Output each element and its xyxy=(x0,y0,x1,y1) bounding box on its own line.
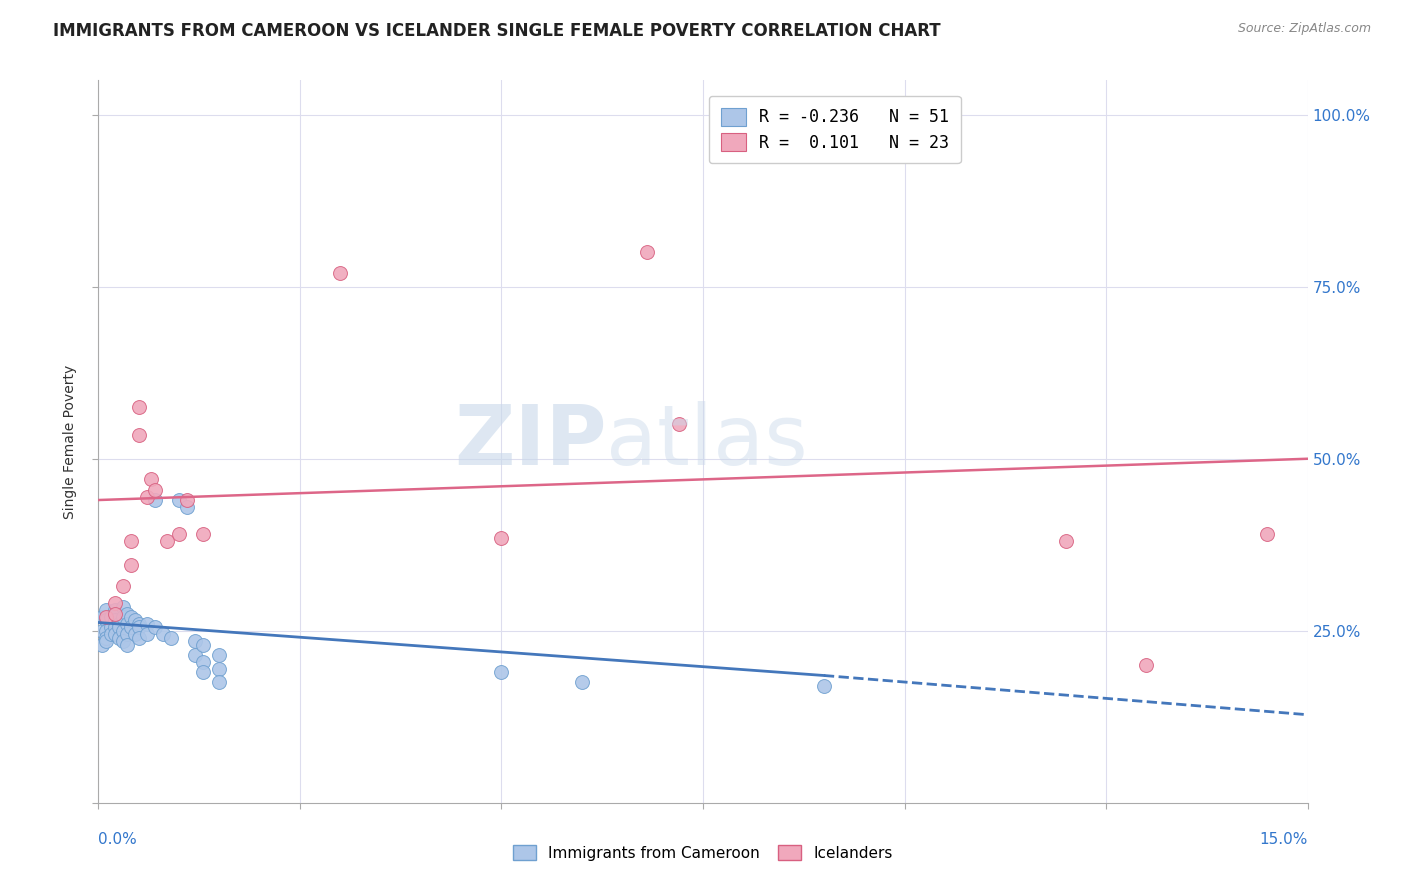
Text: IMMIGRANTS FROM CAMEROON VS ICELANDER SINGLE FEMALE POVERTY CORRELATION CHART: IMMIGRANTS FROM CAMEROON VS ICELANDER SI… xyxy=(53,22,941,40)
Point xyxy=(160,631,183,645)
Point xyxy=(120,620,142,634)
Point xyxy=(107,616,129,631)
Point xyxy=(91,638,114,652)
Point xyxy=(107,620,129,634)
Point xyxy=(152,627,174,641)
Point xyxy=(636,245,658,260)
Point xyxy=(103,620,125,634)
Point xyxy=(103,607,125,621)
Point xyxy=(96,610,118,624)
Point xyxy=(208,662,231,676)
Point xyxy=(491,531,513,545)
Point xyxy=(184,648,207,662)
Point xyxy=(193,665,215,679)
Point xyxy=(96,614,118,628)
Point xyxy=(96,634,118,648)
Point xyxy=(115,638,138,652)
Point xyxy=(128,631,150,645)
Text: atlas: atlas xyxy=(606,401,808,482)
Point xyxy=(139,472,162,486)
Point xyxy=(124,614,146,628)
Point xyxy=(111,610,134,624)
Point xyxy=(128,427,150,442)
Text: 0.0%: 0.0% xyxy=(98,831,138,847)
Point xyxy=(176,500,198,514)
Point xyxy=(193,527,215,541)
Point xyxy=(156,534,179,549)
Point xyxy=(96,603,118,617)
Text: ZIP: ZIP xyxy=(454,401,606,482)
Point xyxy=(668,417,690,432)
Point xyxy=(143,483,166,497)
Point xyxy=(135,490,157,504)
Point xyxy=(184,634,207,648)
Point xyxy=(120,534,142,549)
Point xyxy=(167,527,190,541)
Point xyxy=(208,675,231,690)
Point xyxy=(208,648,231,662)
Point xyxy=(103,627,125,641)
Point xyxy=(329,266,352,280)
Text: Source: ZipAtlas.com: Source: ZipAtlas.com xyxy=(1237,22,1371,36)
Point xyxy=(143,620,166,634)
Legend: Immigrants from Cameroon, Icelanders: Immigrants from Cameroon, Icelanders xyxy=(506,837,900,868)
Point xyxy=(107,631,129,645)
Point xyxy=(100,620,122,634)
Point xyxy=(120,558,142,573)
Point xyxy=(91,610,114,624)
Text: 15.0%: 15.0% xyxy=(1260,831,1308,847)
Point xyxy=(115,627,138,641)
Point xyxy=(103,596,125,610)
Point xyxy=(1054,534,1077,549)
Point xyxy=(111,634,134,648)
Point xyxy=(893,108,915,122)
Point xyxy=(120,610,142,624)
Point xyxy=(491,665,513,679)
Point xyxy=(100,627,122,641)
Point xyxy=(128,400,150,414)
Point xyxy=(143,493,166,508)
Point xyxy=(96,631,118,645)
Point xyxy=(813,679,835,693)
Point xyxy=(193,655,215,669)
Point xyxy=(128,616,150,631)
Point xyxy=(193,638,215,652)
Point xyxy=(111,624,134,638)
Point xyxy=(91,624,114,638)
Point xyxy=(115,607,138,621)
Point xyxy=(128,620,150,634)
Point xyxy=(100,610,122,624)
Point xyxy=(135,616,157,631)
Y-axis label: Single Female Poverty: Single Female Poverty xyxy=(63,365,77,518)
Legend: R = -0.236   N = 51, R =  0.101   N = 23: R = -0.236 N = 51, R = 0.101 N = 23 xyxy=(709,95,960,163)
Point xyxy=(115,616,138,631)
Point xyxy=(111,599,134,614)
Point xyxy=(135,627,157,641)
Point xyxy=(111,579,134,593)
Point xyxy=(934,108,956,122)
Point xyxy=(1135,658,1157,673)
Point xyxy=(124,627,146,641)
Point xyxy=(176,493,198,508)
Point xyxy=(103,603,125,617)
Point xyxy=(1256,527,1278,541)
Point xyxy=(103,614,125,628)
Point xyxy=(96,624,118,638)
Point xyxy=(571,675,593,690)
Point xyxy=(167,493,190,508)
